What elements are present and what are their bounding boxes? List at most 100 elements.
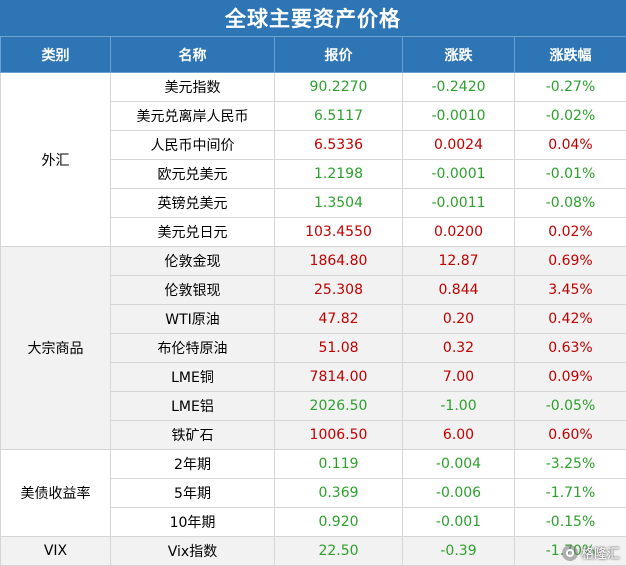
header-change: 涨跌 xyxy=(402,36,515,73)
asset-name-cell: 10年期 xyxy=(110,507,275,537)
price-cell: 1.3504 xyxy=(274,188,403,218)
change-cell: -0.0001 xyxy=(402,159,515,189)
asset-name-cell: 欧元兑美元 xyxy=(110,159,275,189)
asset-name-cell: 美元指数 xyxy=(110,72,275,102)
change-cell: 6.00 xyxy=(402,420,515,450)
change-pct-cell: -0.15% xyxy=(514,507,626,537)
asset-name-cell: LME铜 xyxy=(110,362,275,392)
price-cell: 0.920 xyxy=(274,507,403,537)
asset-price-table: 类别 名称 报价 涨跌 涨跌幅 外汇 美元指数 90.2270 -0.2420 -0.2… xyxy=(0,36,626,566)
change-pct-cell: -0.05% xyxy=(514,391,626,421)
table-row: 欧元兑美元 1.2198 -0.0001 -0.01% xyxy=(1,159,626,189)
table-row: 美元兑日元 103.4550 0.0200 0.02% xyxy=(1,217,626,247)
table-header-row: 类别 名称 报价 涨跌 涨跌幅 xyxy=(0,36,626,73)
table-row: LME铜 7814.00 7.00 0.09% xyxy=(1,362,626,392)
asset-name-cell: 英镑兑美元 xyxy=(110,188,275,218)
table-row: 美元兑离岸人民币 6.5117 -0.0010 -0.02% xyxy=(1,101,626,131)
price-cell: 7814.00 xyxy=(274,362,403,392)
change-cell: 0.32 xyxy=(402,333,515,363)
change-cell: -0.004 xyxy=(402,449,515,479)
table-row: 外汇 美元指数 90.2270 -0.2420 -0.27% xyxy=(0,72,626,247)
watermark-text: 格隆汇 xyxy=(580,547,620,562)
price-cell: 6.5336 xyxy=(274,130,403,160)
header-name: 名称 xyxy=(110,36,275,73)
page-title: 全球主要资产价格 xyxy=(0,0,626,36)
asset-name-cell: 美元兑离岸人民币 xyxy=(110,101,275,131)
change-pct-cell: 0.02% xyxy=(514,217,626,247)
change-pct-cell: 3.45% xyxy=(514,275,626,305)
asset-name-cell: 2年期 xyxy=(110,449,275,479)
change-cell: 7.00 xyxy=(402,362,515,392)
asset-name-cell: 布伦特原油 xyxy=(110,333,275,363)
category-cell: 外汇 xyxy=(0,72,111,247)
table-row: 5年期 0.369 -0.006 -1.71% xyxy=(1,478,626,508)
asset-name-cell: 人民币中间价 xyxy=(110,130,275,160)
change-pct-cell: 0.42% xyxy=(514,304,626,334)
price-cell: 1864.80 xyxy=(274,246,403,276)
change-pct-cell: -3.25% xyxy=(514,449,626,479)
change-pct-cell: 0.09% xyxy=(514,362,626,392)
header-change-pct: 涨跌幅 xyxy=(514,36,626,73)
table-row: 大宗商品 伦敦金现 1864.80 12.87 0.69% xyxy=(0,246,626,450)
asset-name-cell: 铁矿石 xyxy=(110,420,275,450)
change-pct-cell: -0.08% xyxy=(514,188,626,218)
asset-name-cell: 5年期 xyxy=(110,478,275,508)
price-cell: 6.5117 xyxy=(274,101,403,131)
table-body: 外汇 美元指数 90.2270 -0.2420 -0.27% 美元兑离岸人民币 6.5117… xyxy=(0,72,626,566)
change-cell: -0.006 xyxy=(402,478,515,508)
header-price: 报价 xyxy=(274,36,403,73)
change-pct-cell: -0.02% xyxy=(514,101,626,131)
price-cell: 90.2270 xyxy=(274,72,403,102)
change-cell: 12.87 xyxy=(402,246,515,276)
category-cell: VIX xyxy=(0,536,111,566)
table-row: 铁矿石 1006.50 6.00 0.60% xyxy=(1,420,626,450)
price-cell: 1.2198 xyxy=(274,159,403,189)
price-cell: 25.308 xyxy=(274,275,403,305)
change-pct-cell: 0.63% xyxy=(514,333,626,363)
change-pct-cell: -1.71% xyxy=(514,478,626,508)
header-category: 类别 xyxy=(0,36,111,73)
change-pct-cell: 0.69% xyxy=(514,246,626,276)
asset-name-cell: Vix指数 xyxy=(110,536,275,566)
change-pct-cell: -0.27% xyxy=(514,72,626,102)
change-pct-cell: 0.04% xyxy=(514,130,626,160)
change-cell: -0.2420 xyxy=(402,72,515,102)
asset-name-cell: 伦敦银现 xyxy=(110,275,275,305)
table-row: 人民币中间价 6.5336 0.0024 0.04% xyxy=(1,130,626,160)
table-row: 英镑兑美元 1.3504 -0.0011 -0.08% xyxy=(1,188,626,218)
price-cell: 51.08 xyxy=(274,333,403,363)
change-cell: -0.0011 xyxy=(402,188,515,218)
category-cell: 大宗商品 xyxy=(0,246,111,450)
price-cell: 0.119 xyxy=(274,449,403,479)
price-cell: 103.4550 xyxy=(274,217,403,247)
category-cell: 美债收益率 xyxy=(0,449,111,537)
watermark: 格隆汇 xyxy=(561,543,620,562)
asset-name-cell: 美元兑日元 xyxy=(110,217,275,247)
change-cell: 0.844 xyxy=(402,275,515,305)
change-pct-cell: -0.01% xyxy=(514,159,626,189)
change-cell: -0.0010 xyxy=(402,101,515,131)
table-row: LME铝 2026.50 -1.00 -0.05% xyxy=(1,391,626,421)
change-cell: -0.001 xyxy=(402,507,515,537)
table-row: WTI原油 47.82 0.20 0.42% xyxy=(1,304,626,334)
asset-name-cell: 伦敦金现 xyxy=(110,246,275,276)
price-cell: 2026.50 xyxy=(274,391,403,421)
table-row: 10年期 0.920 -0.001 -0.15% xyxy=(1,507,626,537)
change-cell: 0.0200 xyxy=(402,217,515,247)
asset-name-cell: WTI原油 xyxy=(110,304,275,334)
change-cell: 0.20 xyxy=(402,304,515,334)
change-pct-cell: 0.60% xyxy=(514,420,626,450)
price-cell: 0.369 xyxy=(274,478,403,508)
price-cell: 47.82 xyxy=(274,304,403,334)
change-cell: -1.00 xyxy=(402,391,515,421)
change-cell: -0.39 xyxy=(402,536,515,566)
table-row: 伦敦银现 25.308 0.844 3.45% xyxy=(1,275,626,305)
change-cell: 0.0024 xyxy=(402,130,515,160)
gelonghui-logo-icon xyxy=(561,544,578,561)
table-row: 布伦特原油 51.08 0.32 0.63% xyxy=(1,333,626,363)
price-cell: 1006.50 xyxy=(274,420,403,450)
price-cell: 22.50 xyxy=(274,536,403,566)
asset-name-cell: LME铝 xyxy=(110,391,275,421)
